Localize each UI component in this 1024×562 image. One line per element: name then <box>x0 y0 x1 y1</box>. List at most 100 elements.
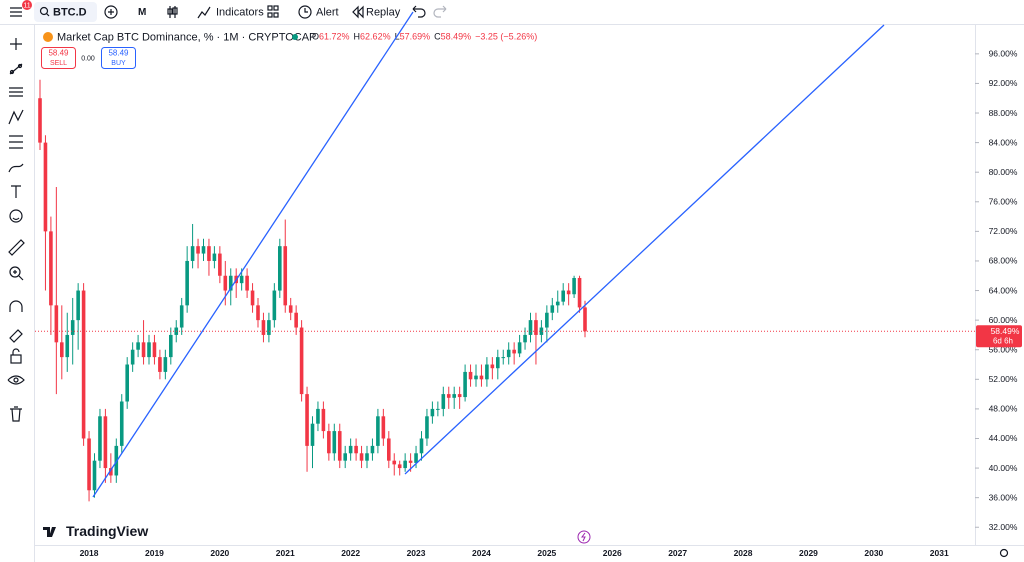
sell-button[interactable] <box>41 47 76 69</box>
candle-body <box>212 253 217 261</box>
candle-body <box>337 431 342 461</box>
candle-body <box>65 334 70 358</box>
top-toolbar <box>0 0 1024 24</box>
candle-body <box>109 468 113 476</box>
candle-body <box>387 438 391 461</box>
x-tick-label: 2018 <box>80 548 99 558</box>
settings-icon[interactable] <box>999 548 1009 558</box>
x-tick-label: 2027 <box>668 548 687 558</box>
interval[interactable]: M <box>138 7 146 18</box>
candle-body <box>43 142 48 232</box>
candle-body <box>555 301 560 306</box>
y-tick-label: 72.00% <box>989 226 1018 236</box>
candle-body <box>141 342 146 358</box>
candle-body <box>485 364 489 380</box>
notification-badge <box>22 0 32 10</box>
candle-body <box>250 290 255 306</box>
candle-body <box>474 375 478 380</box>
plot-area: 32.00% 36.00% 40.00% 44.00% 48.00% 52.00% 56.0… <box>35 49 1022 558</box>
y-tick-label: 64.00% <box>989 285 1018 295</box>
watermark: TradingView <box>66 523 148 539</box>
chart-title: Market Cap BTC Dominance, % · 1M · CRYPT… <box>57 31 316 43</box>
badge-count: 11 <box>23 2 30 9</box>
candle-body <box>496 357 500 369</box>
y-tick-label: 68.00% <box>989 256 1018 266</box>
buy-button[interactable] <box>101 47 136 69</box>
candle-body <box>49 231 53 306</box>
trend-line[interactable] <box>404 24 885 475</box>
candle-body <box>572 277 576 295</box>
candle-body <box>223 275 228 291</box>
candle-body <box>190 246 195 261</box>
event-icon <box>581 532 586 542</box>
last-price-box <box>976 325 1022 348</box>
alert-button[interactable]: Alert <box>316 6 339 18</box>
chart-type[interactable] <box>167 6 178 18</box>
candle-body <box>583 307 587 332</box>
candle-body <box>278 246 282 291</box>
buy-price[interactable]: 58.49 <box>108 49 129 58</box>
replay-button[interactable]: Replay <box>366 6 401 18</box>
candle-body <box>506 349 511 358</box>
y-tick-label: 84.00% <box>989 137 1018 147</box>
candle-body <box>327 431 331 454</box>
y-tick-label: 36.00% <box>989 492 1018 502</box>
undo[interactable] <box>412 5 426 18</box>
replay-icon[interactable] <box>352 5 364 19</box>
spread: 0.00 <box>81 55 95 62</box>
layouts-icon[interactable] <box>267 5 279 18</box>
x-tick-label: 2028 <box>734 548 753 558</box>
candle-body <box>294 312 298 328</box>
candle-body <box>316 408 320 424</box>
y-tick-label: 88.00% <box>989 108 1018 118</box>
trend-line[interactable] <box>92 11 414 498</box>
candle-body <box>272 290 277 321</box>
candle-body <box>397 464 402 469</box>
candle-body <box>370 445 375 454</box>
candle-body <box>354 445 358 454</box>
candle-body <box>468 371 473 380</box>
candle-body <box>436 408 440 410</box>
add-symbol[interactable] <box>104 5 118 19</box>
candle-body <box>98 416 102 461</box>
search-icon <box>39 6 50 17</box>
y-tick-label: 76.00% <box>989 197 1018 207</box>
symbol-search[interactable] <box>34 2 97 22</box>
candle-body <box>136 342 140 350</box>
x-tick-label: 2031 <box>930 548 949 558</box>
candle-body <box>310 423 315 446</box>
y-tick-label: 32.00% <box>989 522 1018 532</box>
candle-body <box>577 277 582 308</box>
candle-body <box>490 364 495 369</box>
y-tick-label: 44.00% <box>989 433 1018 443</box>
indicators-icon[interactable] <box>197 6 211 19</box>
x-tick-label: 2019 <box>145 548 164 558</box>
candle-body <box>419 438 424 454</box>
candle-body <box>267 320 271 335</box>
candle-body <box>517 342 522 354</box>
candle-body <box>76 290 80 321</box>
candle-body <box>430 408 435 417</box>
candle-body <box>534 320 538 335</box>
indicators-button[interactable]: Indicators <box>216 6 264 18</box>
sell-price[interactable]: 58.49 <box>48 49 69 58</box>
buy-label[interactable]: BUY <box>111 60 126 67</box>
candle-body <box>163 357 168 372</box>
candle-body <box>152 342 157 358</box>
candle-body <box>130 349 135 365</box>
x-tick-label: 2021 <box>276 548 295 558</box>
candle-body <box>239 275 244 284</box>
alert-icon[interactable] <box>298 5 312 19</box>
candle-body <box>103 416 108 469</box>
redo[interactable] <box>433 5 447 18</box>
drawing-tools[interactable] <box>7 38 25 422</box>
x-tick-label: 2025 <box>537 548 556 558</box>
candle-body <box>201 246 206 254</box>
y-tick-label: 52.00% <box>989 374 1018 384</box>
menu-button[interactable] <box>10 7 22 17</box>
symbol[interactable]: BTC.D <box>53 6 87 18</box>
candle-body <box>299 327 304 395</box>
sell-label[interactable]: SELL <box>50 60 67 67</box>
candle-body <box>452 394 456 398</box>
